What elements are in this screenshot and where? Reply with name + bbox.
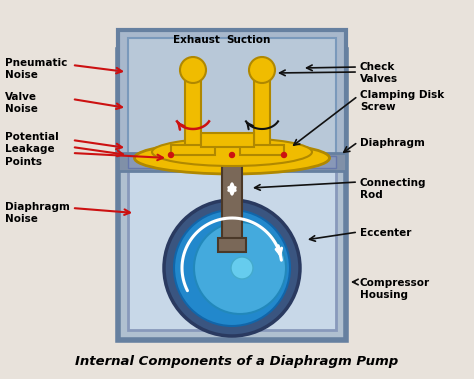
Ellipse shape [194,222,286,314]
Text: Clamping Disk
Screw: Clamping Disk Screw [360,90,444,113]
Bar [118,30,346,160]
Text: Check
Valves: Check Valves [360,62,398,85]
Bar [128,38,336,156]
Text: Diaphragm
Noise: Diaphragm Noise [5,202,70,224]
Ellipse shape [231,257,253,279]
Bar [218,238,246,252]
Ellipse shape [135,142,329,174]
Bar [201,133,254,147]
Bar [118,153,346,171]
Text: Valve
Noise: Valve Noise [5,92,38,114]
Text: Internal Components of a Diaphragm Pump: Internal Components of a Diaphragm Pump [75,355,399,368]
Ellipse shape [249,57,275,83]
Bar [254,80,270,150]
Bar [185,80,201,150]
Text: Exhaust: Exhaust [173,35,219,45]
Bar [118,50,346,340]
Text: Eccenter: Eccenter [360,228,411,238]
Text: Suction: Suction [226,35,270,45]
Ellipse shape [174,210,290,326]
Bar [240,145,284,155]
Bar [128,156,336,168]
Ellipse shape [168,152,173,158]
Bar [171,145,215,155]
Ellipse shape [164,200,300,336]
Text: Connecting
Rod: Connecting Rod [360,178,427,200]
Bar [128,60,336,330]
Ellipse shape [152,138,312,166]
Bar [222,158,242,243]
Text: Diaphragm: Diaphragm [360,138,425,148]
Ellipse shape [282,152,286,158]
Ellipse shape [180,57,206,83]
Text: Pneumatic
Noise: Pneumatic Noise [5,58,67,80]
Text: Potential
Leakage
Points: Potential Leakage Points [5,132,59,167]
Ellipse shape [229,152,235,158]
Text: Compressor
Housing: Compressor Housing [360,278,430,301]
